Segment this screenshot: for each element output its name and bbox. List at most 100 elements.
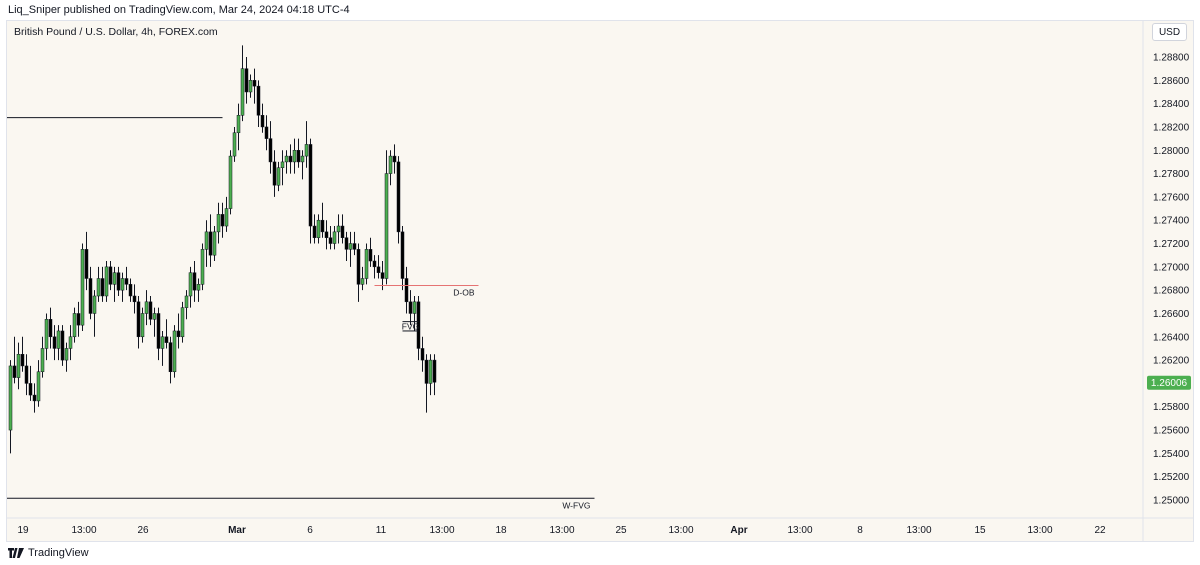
candle (400, 226, 405, 291)
time-tick-label: 18 (495, 525, 507, 536)
candle-body (288, 155, 293, 163)
symbol-title[interactable]: British Pound / U.S. Dollar, 4h, FOREX.c… (14, 26, 218, 38)
candle (168, 336, 173, 384)
candle (396, 156, 401, 244)
tradingview-footer[interactable]: TradingView (8, 545, 89, 561)
candle (388, 150, 393, 186)
currency-button[interactable]: USD (1152, 23, 1187, 41)
candle (124, 266, 129, 291)
candle-body (372, 260, 377, 268)
time-tick-label: 11 (376, 525, 387, 536)
candle-body (360, 278, 365, 285)
candle-body (208, 231, 213, 256)
candle-body (152, 313, 157, 320)
candle-body (272, 161, 277, 186)
price-axis[interactable]: 1.28800 1.28600 1.28400 1.28200 1.28000 1.278… (1153, 53, 1190, 507)
candle-body (348, 243, 353, 250)
candle (160, 330, 165, 366)
candle-body (264, 126, 269, 139)
candle (28, 365, 33, 401)
last-price-badge (1147, 375, 1191, 390)
candle-body (224, 208, 229, 227)
time-tick-label: 26 (137, 525, 149, 536)
candle-body (368, 249, 373, 262)
candle-body (408, 301, 413, 314)
candle (352, 231, 357, 256)
candle (120, 272, 125, 302)
price-tick-label: 1.28800 (1153, 53, 1190, 64)
candle (148, 295, 153, 326)
candle (152, 307, 157, 337)
candle (312, 214, 317, 244)
candle (320, 202, 325, 238)
candle-body (212, 231, 217, 256)
candle (52, 325, 57, 361)
candle (128, 278, 133, 302)
candle-body (276, 167, 281, 186)
candle (80, 243, 85, 331)
price-tick-label: 1.27600 (1153, 192, 1190, 203)
candle (308, 138, 313, 244)
price-tick-label: 1.25800 (1153, 402, 1190, 413)
candle-body (120, 278, 125, 291)
candle (180, 301, 185, 343)
candle-body (84, 249, 89, 279)
candle-body (356, 249, 361, 285)
price-tick-label: 1.28400 (1153, 99, 1190, 110)
candle-body (108, 266, 113, 285)
candle-body (36, 371, 41, 402)
candle-body (160, 336, 165, 349)
candle (208, 214, 213, 267)
candle (256, 80, 261, 127)
candle (172, 325, 177, 378)
candle-body (72, 313, 77, 338)
candle-body (192, 272, 197, 291)
price-tick-label: 1.27000 (1153, 262, 1190, 273)
candle-body (336, 225, 341, 233)
time-tick-label: 13:00 (668, 525, 693, 536)
time-tick-label: 13:00 (429, 525, 454, 536)
price-tick-label: 1.26200 (1153, 356, 1190, 367)
candle (316, 214, 321, 244)
candle (164, 319, 169, 349)
candle-body (344, 237, 349, 250)
candle (232, 126, 237, 162)
fvg-label: FVG (402, 321, 419, 331)
candle-body (236, 115, 241, 134)
candle (44, 313, 49, 361)
candle-body (56, 330, 61, 349)
level-label: D-OB (453, 287, 475, 297)
candle-body (148, 301, 153, 320)
tradingview-brand: TradingView (28, 547, 89, 559)
candle-body (256, 85, 261, 116)
candle (92, 290, 97, 337)
candle (236, 103, 241, 151)
time-tick-label: 13:00 (787, 525, 812, 536)
candle (40, 336, 45, 378)
candle-body (104, 266, 109, 297)
candle-body (320, 219, 325, 233)
price-tick-label: 1.26600 (1153, 309, 1190, 320)
candle (368, 237, 373, 267)
candle-body (388, 155, 393, 174)
candle-body (252, 80, 257, 87)
candle-body (332, 231, 337, 244)
candle (408, 290, 413, 326)
candle (428, 354, 433, 396)
candle (228, 150, 233, 215)
candle-body (112, 272, 117, 285)
price-tick-label: 1.26400 (1153, 332, 1190, 343)
candle (216, 202, 221, 244)
candle (364, 243, 369, 285)
candle-body (220, 214, 225, 227)
candle-body (44, 319, 49, 349)
candle-body (180, 307, 185, 338)
price-tick-label: 1.27800 (1153, 169, 1190, 180)
time-axis[interactable]: 19 13:00 26 Mar 6 11 13:00 18 13:00 25 13:00 Apr 13:… (17, 525, 1106, 536)
candle (12, 336, 17, 384)
candle (280, 150, 285, 186)
price-tick-label: 1.25600 (1153, 426, 1190, 437)
candle-body (400, 231, 405, 279)
candles-layer (8, 45, 437, 454)
